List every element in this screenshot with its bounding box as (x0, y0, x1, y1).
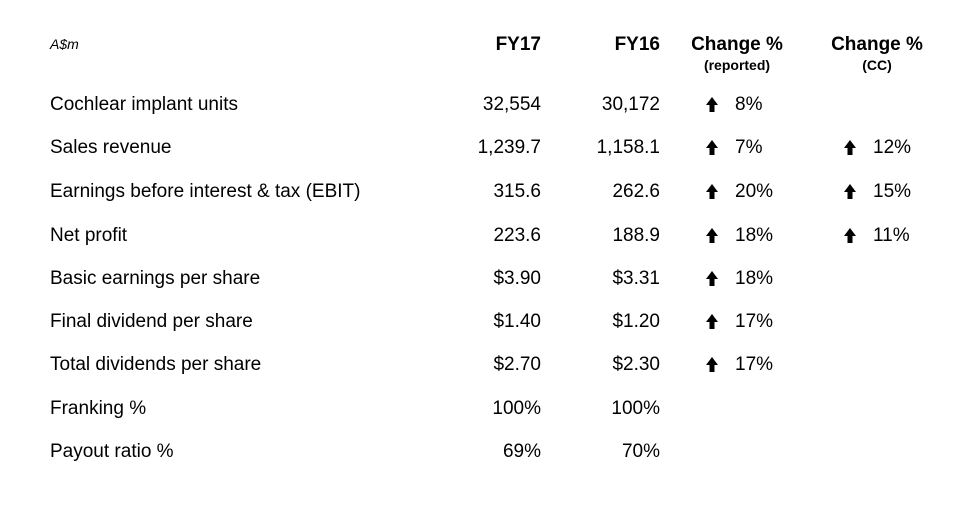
fy16-value: 100% (611, 398, 660, 419)
up-arrow-icon (843, 139, 857, 157)
unit-label: A$m (50, 36, 79, 52)
fy17-value: 315.6 (493, 181, 541, 202)
fy17-value: 1,239.7 (477, 137, 541, 158)
table-row: Payout ratio % 69% 70% (0, 439, 975, 465)
table-row: Earnings before interest & tax (EBIT) 315… (0, 179, 975, 205)
row-label: Payout ratio % (50, 441, 174, 462)
header-fy17: FY17 (496, 34, 541, 56)
header-change-cc-sub: (CC) (862, 57, 892, 73)
table-row: Cochlear implant units 32,554 30,172 8% (0, 92, 975, 118)
header-fy16-label: FY16 (614, 34, 660, 55)
fy17-value: $1.40 (493, 311, 541, 332)
table-row: Final dividend per share $1.40 $1.20 17% (0, 309, 975, 335)
fy16-value: $1.20 (612, 311, 660, 332)
fy16-value: $3.31 (612, 268, 660, 289)
fy16-value: 188.9 (612, 225, 660, 246)
change-reported: 8% (705, 92, 762, 118)
change-reported: 17% (705, 309, 773, 335)
table-row: Basic earnings per share $3.90 $3.31 18% (0, 266, 975, 292)
up-arrow-icon (705, 313, 719, 331)
change-reported-value: 17% (735, 354, 774, 375)
change-reported: 18% (705, 223, 773, 249)
up-arrow-icon (705, 183, 719, 201)
change-cc: 15% (843, 179, 911, 205)
change-cc: 12% (843, 135, 911, 161)
change-cc-value: 15% (873, 181, 912, 202)
table-row: Net profit 223.6 188.9 18% 11% (0, 223, 975, 249)
header-change-reported: Change % (reported) (683, 34, 791, 74)
fy16-value: 70% (621, 441, 660, 462)
header-fy16: FY16 (615, 34, 660, 56)
fy16-value: $2.30 (612, 354, 660, 375)
row-label: Net profit (50, 225, 128, 246)
row-label: Cochlear implant units (50, 94, 238, 115)
up-arrow-icon (705, 96, 719, 114)
up-arrow-icon (705, 227, 719, 245)
change-reported-value: 7% (735, 137, 763, 158)
up-arrow-icon (843, 183, 857, 201)
table-row: Franking % 100% 100% (0, 396, 975, 422)
fy16-value: 30,172 (601, 94, 660, 115)
change-reported-value: 18% (735, 268, 774, 289)
fy16-value: 1,158.1 (596, 137, 660, 158)
table-row: Total dividends per share $2.70 $2.30 17% (0, 352, 975, 378)
change-cc-value: 11% (873, 225, 910, 246)
change-reported: 20% (705, 179, 773, 205)
row-label: Total dividends per share (50, 354, 262, 375)
header-change-reported-sub: (reported) (703, 57, 771, 73)
row-label: Final dividend per share (50, 311, 253, 332)
fy17-value: 223.6 (493, 225, 541, 246)
row-label: Franking % (50, 398, 147, 419)
fy17-value: $3.90 (493, 268, 541, 289)
header-change-cc-label: Change % (831, 34, 923, 55)
header-fy17-label: FY17 (495, 34, 541, 55)
change-reported-value: 8% (735, 94, 763, 115)
change-reported: 17% (705, 352, 773, 378)
up-arrow-icon (705, 139, 719, 157)
change-reported: 18% (705, 266, 773, 292)
change-reported-value: 17% (735, 311, 774, 332)
fy17-value: 100% (492, 398, 541, 419)
table-row: Sales revenue 1,239.7 1,158.1 7% 12% (0, 135, 975, 161)
up-arrow-icon (705, 270, 719, 288)
fy17-value: 69% (502, 441, 541, 462)
change-reported: 7% (705, 135, 762, 161)
fy16-value: 262.6 (612, 181, 660, 202)
change-cc-value: 12% (873, 137, 912, 158)
header-change-reported-label: Change % (691, 34, 783, 55)
row-label: Basic earnings per share (50, 268, 261, 289)
fy17-value: 32,554 (482, 94, 541, 115)
change-cc: 11% (843, 223, 910, 249)
fy17-value: $2.70 (493, 354, 541, 375)
up-arrow-icon (843, 227, 857, 245)
header-change-cc: Change % (CC) (823, 34, 931, 74)
change-reported-value: 18% (735, 225, 774, 246)
row-label: Earnings before interest & tax (EBIT) (50, 181, 361, 202)
row-label: Sales revenue (50, 137, 172, 158)
change-reported-value: 20% (735, 181, 774, 202)
up-arrow-icon (705, 356, 719, 374)
